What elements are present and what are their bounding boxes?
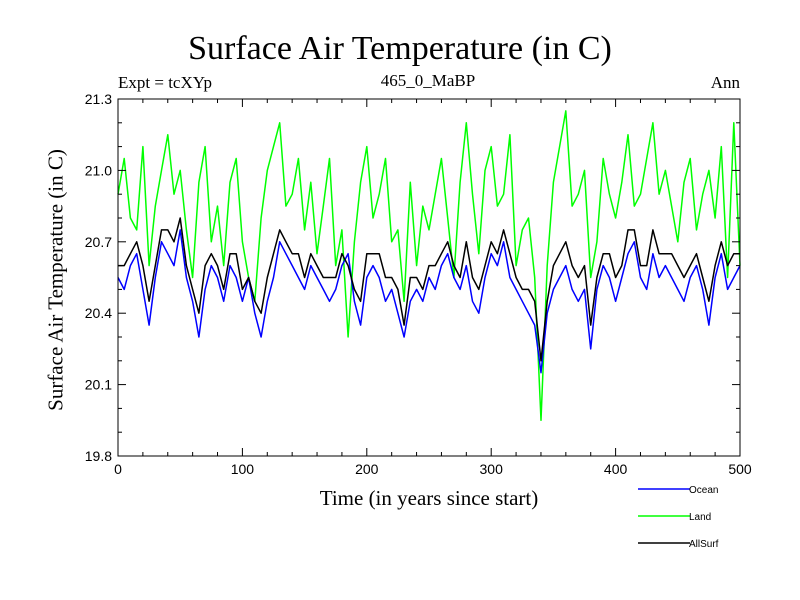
series-line-land — [117, 110, 741, 422]
plot-frame — [117, 98, 741, 457]
chart-title: Surface Air Temperature (in C) — [188, 30, 612, 67]
legend-label-land: Land — [689, 512, 711, 523]
x-tick-label: 0 — [114, 461, 122, 477]
y-tick-label: 21.3 — [85, 91, 112, 107]
x-tick-label: 400 — [604, 461, 628, 477]
x-axis-label: Time (in years since start) — [319, 486, 539, 510]
series-layer — [117, 110, 741, 422]
y-tick-label: 20.1 — [85, 377, 112, 393]
y-tick-label: 21.0 — [85, 162, 112, 178]
x-tick-label: 500 — [728, 461, 752, 477]
y-tick-label: 20.7 — [85, 234, 112, 250]
y-tick-label: 19.8 — [85, 448, 112, 464]
series-line-allsurf — [118, 217, 740, 362]
x-tick-label: 100 — [231, 461, 255, 477]
x-tick-label: 200 — [355, 461, 379, 477]
experiment-label: Expt = tcXYp — [118, 73, 212, 92]
series-line-ocean — [117, 229, 741, 374]
y-tick-label: 20.4 — [85, 305, 112, 321]
period-label: Ann — [710, 73, 740, 92]
x-tick-label: 300 — [480, 461, 504, 477]
tick-layer: 0 100 200 300 400 500 19.8 20.1 20.4 20.7 21.0 21.3 — [85, 91, 752, 477]
legend: Ocean Land AllSurf — [638, 485, 719, 550]
legend-label-ocean: Ocean — [689, 485, 718, 496]
chart-subtitle: 465_0_MaBP — [380, 71, 476, 90]
legend-label-allsurf: AllSurf — [689, 539, 719, 550]
